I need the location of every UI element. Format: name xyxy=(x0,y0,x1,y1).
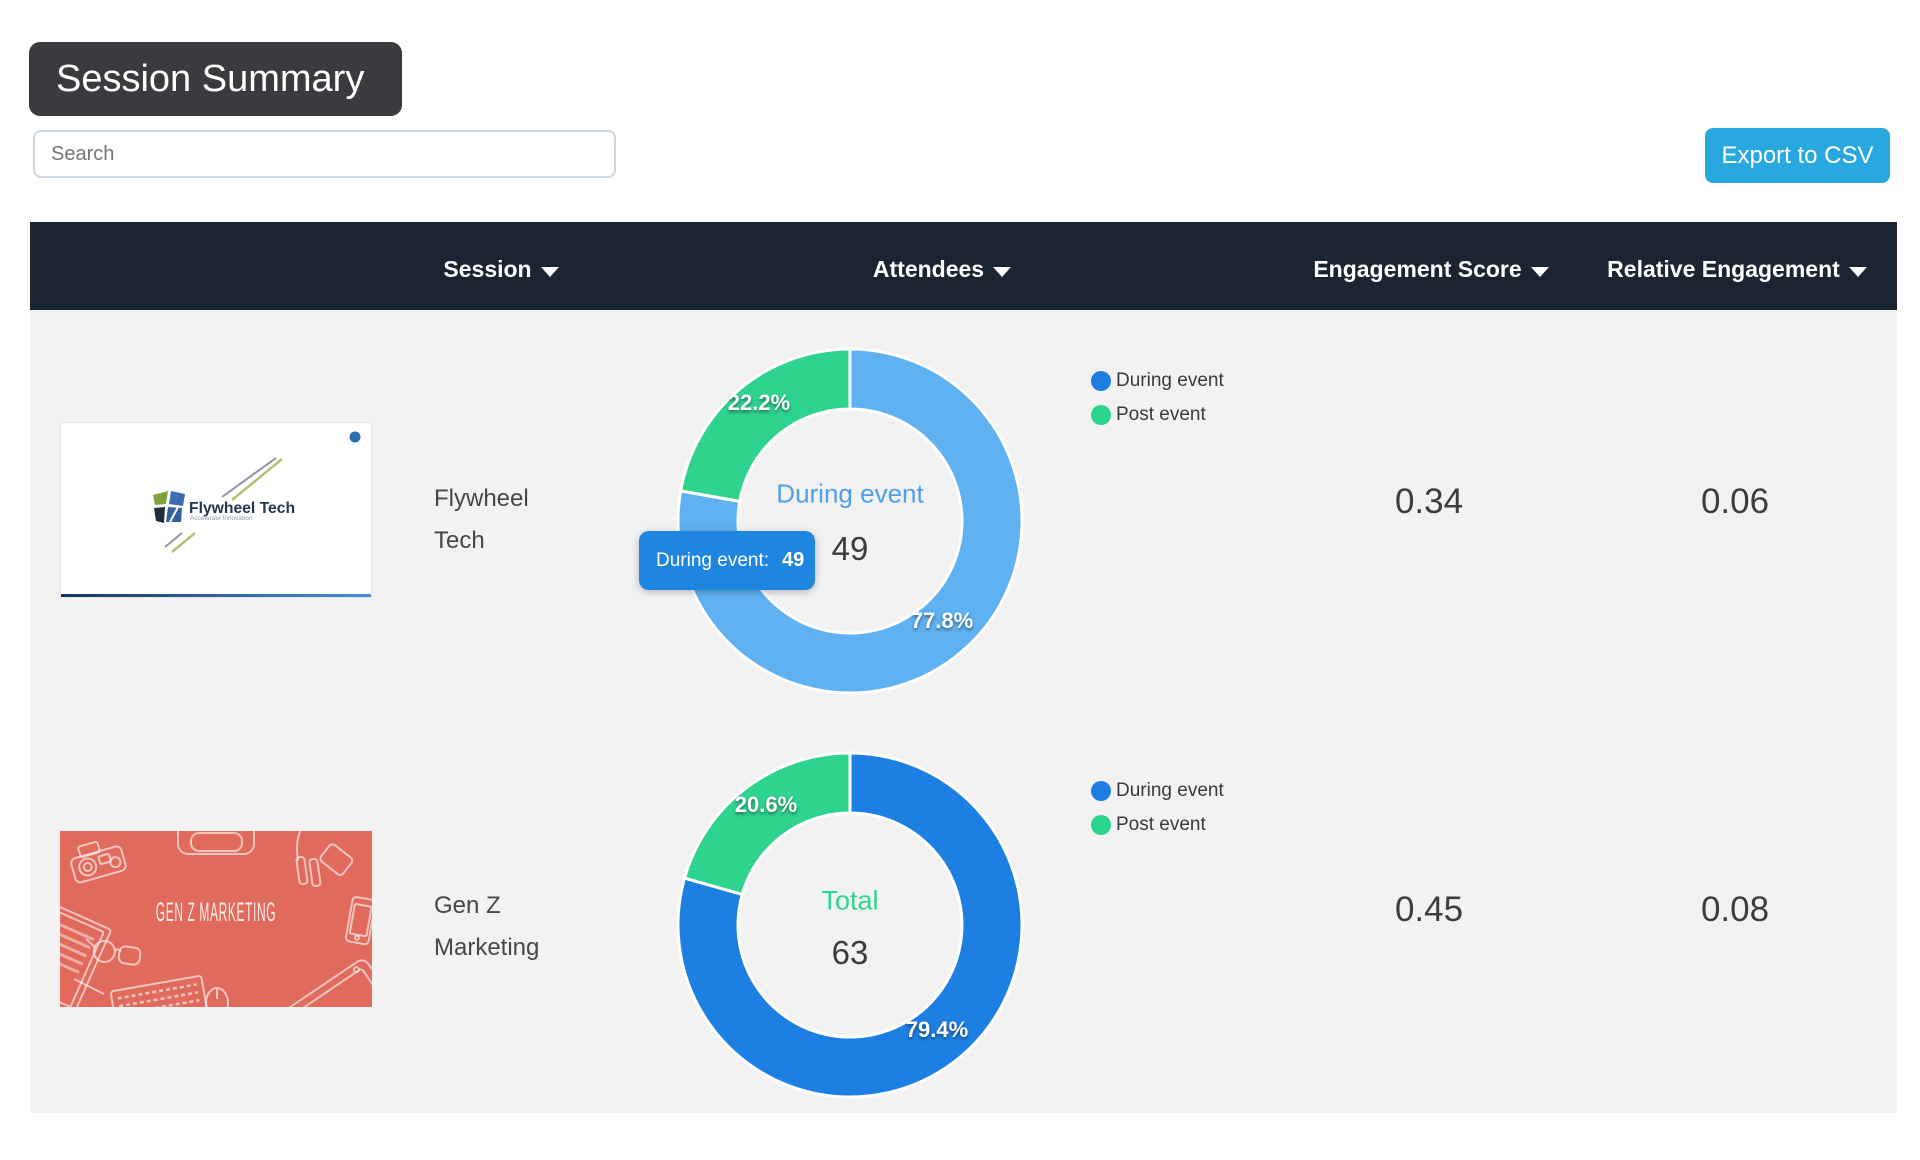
svg-text:Flywheel Tech: Flywheel Tech xyxy=(189,500,295,517)
svg-text:GEN Z MARKETING: GEN Z MARKETING xyxy=(156,898,276,928)
svg-text:Accelerate Innovation: Accelerate Innovation xyxy=(190,515,253,522)
